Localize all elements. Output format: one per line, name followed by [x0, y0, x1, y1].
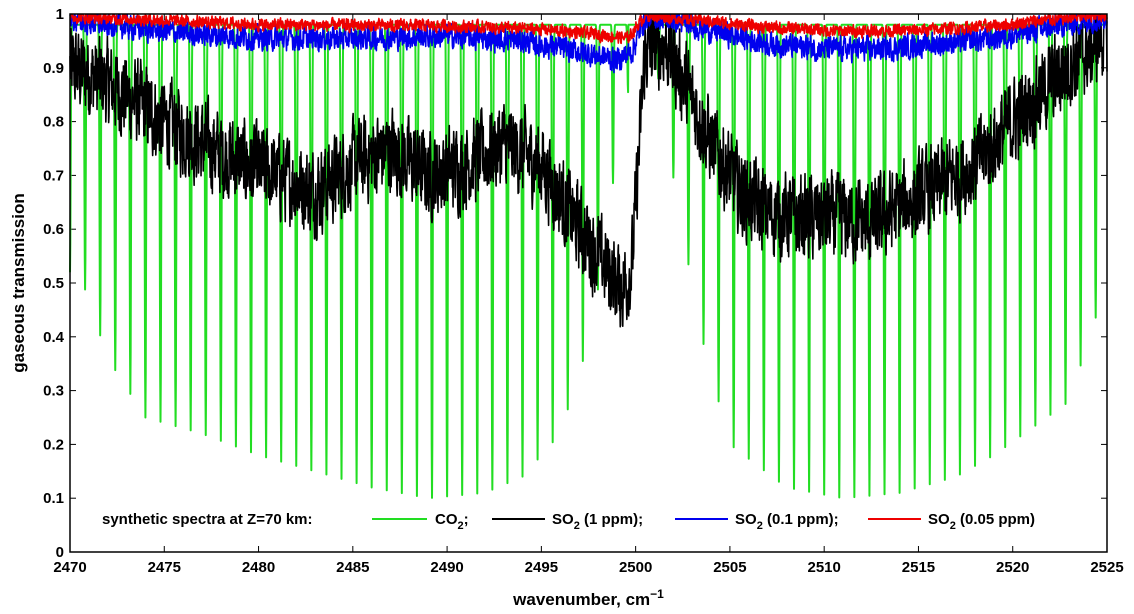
- x-tick-label: 2495: [525, 559, 558, 576]
- x-tick-label: 2505: [713, 559, 746, 576]
- x-tick-label: 2485: [336, 559, 369, 576]
- legend-label: SO2 (1 ppm);: [552, 511, 643, 532]
- legend-label-tail: ;: [464, 511, 469, 528]
- y-tick-label: 0.6: [43, 221, 64, 238]
- y-tick-label: 0.3: [43, 383, 64, 400]
- legend-label: SO2 (0.1 ppm);: [735, 511, 839, 532]
- legend-label-main: CO: [435, 511, 458, 528]
- series-line: [69, 13, 1108, 328]
- x-axis-title-superscript: −1: [650, 587, 664, 601]
- series-layer: [69, 13, 1108, 499]
- legend-label-tail: (0.05 ppm): [956, 511, 1035, 528]
- series-line: [69, 13, 1108, 45]
- legend-label-subscript: 2: [757, 520, 763, 532]
- legend-label-tail: (1 ppm);: [580, 511, 643, 528]
- x-axis-title-text: wavenumber, cm: [512, 590, 650, 609]
- legend-label-tail: (0.1 ppm);: [763, 511, 839, 528]
- x-tick-label: 2525: [1090, 559, 1123, 576]
- x-tick-label: 2515: [902, 559, 935, 576]
- legend-prefix: synthetic spectra at Z=70 km:: [102, 511, 313, 528]
- x-tick-label: 2480: [242, 559, 275, 576]
- y-tick-label: 0.7: [43, 167, 64, 184]
- y-tick-label: 0.8: [43, 114, 64, 131]
- x-tick-label: 2490: [430, 559, 463, 576]
- x-tick-label: 2500: [619, 559, 652, 576]
- plot-frame: [69, 13, 1108, 553]
- legend-label-main: SO: [552, 511, 574, 528]
- legend-label-subscript: 2: [950, 520, 956, 532]
- y-tick-label: 0.4: [43, 329, 65, 346]
- y-tick-label: 0: [56, 544, 64, 561]
- legend-label-subscript: 2: [574, 520, 580, 532]
- y-tick-label: 0.2: [43, 436, 64, 453]
- legend-label-main: SO: [928, 511, 950, 528]
- y-tick-label: 0.9: [43, 60, 64, 77]
- y-axis-title: gaseous transmission: [9, 193, 28, 373]
- legend: synthetic spectra at Z=70 km: CO2; SO2 (1 …: [102, 511, 1035, 532]
- series-line: [69, 13, 1108, 74]
- x-axis-ticks: 2470 2475 2480 2485 2490 2495 2500 2505 2510 2515…: [53, 14, 1124, 576]
- y-axis-ticks: 0 0.1 0.2 0.3 0.4 0.5 0.6 0.7 0.8 0.9 1: [43, 6, 1107, 561]
- legend-label: SO2 (0.05 ppm): [928, 511, 1035, 532]
- y-tick-label: 0.5: [43, 275, 64, 292]
- x-tick-label: 2470: [53, 559, 86, 576]
- legend-label: CO2;: [435, 511, 469, 532]
- x-axis-title: wavenumber, cm−1: [512, 587, 664, 609]
- x-tick-label: 2475: [148, 559, 181, 576]
- legend-label-subscript: 2: [458, 520, 464, 532]
- y-tick-label: 1: [56, 6, 64, 23]
- legend-label-main: SO: [735, 511, 757, 528]
- y-tick-label: 0.1: [43, 490, 64, 507]
- x-tick-label: 2510: [807, 559, 840, 576]
- x-tick-label: 2520: [996, 559, 1029, 576]
